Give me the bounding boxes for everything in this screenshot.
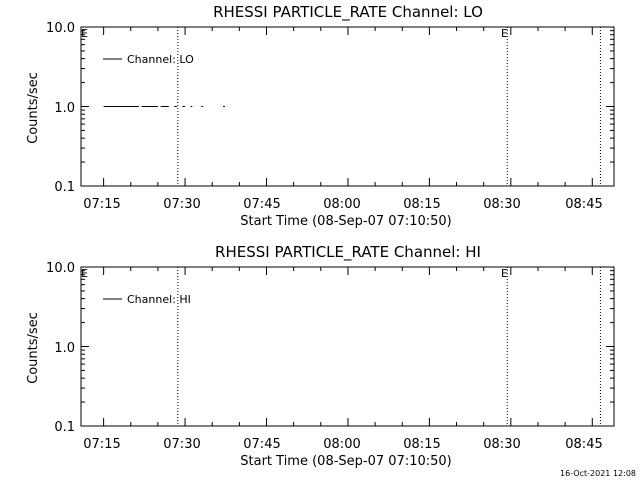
y-tick-label: 1.0 (54, 101, 75, 116)
legend-entry: Channel: LO (127, 53, 194, 66)
y-axis-label: Counts/sec (26, 72, 41, 144)
chart-title: RHESSI PARTICLE_RATE Channel: HI (215, 243, 481, 262)
x-tick-label: 07:30 (163, 197, 200, 212)
x-tick-label: 08:00 (323, 197, 360, 212)
x-axis-label: Start Time (08-Sep-07 07:10:50) (240, 454, 451, 469)
x-tick-label: 08:30 (483, 437, 520, 452)
marker-label: E (501, 267, 508, 280)
y-tick-label: 10.0 (46, 21, 75, 36)
x-tick-label: 08:15 (403, 197, 440, 212)
marker-label: E (501, 27, 508, 40)
x-tick-label: 07:15 (83, 197, 120, 212)
y-tick-label: 0.1 (54, 180, 75, 195)
corner-label: E (81, 27, 88, 40)
x-tick-label: 08:45 (565, 437, 602, 452)
y-axis-label: Counts/sec (26, 312, 41, 384)
y-tick-label: 0.1 (54, 420, 75, 435)
x-tick-label: 07:15 (83, 437, 120, 452)
plot-layer (80, 26, 615, 427)
x-tick-label: 08:15 (403, 437, 440, 452)
x-tick-label: 08:45 (565, 197, 602, 212)
chart-title: RHESSI PARTICLE_RATE Channel: LO (213, 3, 483, 22)
x-tick-label: 08:30 (483, 197, 520, 212)
footer-timestamp: 16-Oct-2021 12:08 (560, 469, 636, 478)
y-tick-label: 1.0 (54, 341, 75, 356)
corner-label: E (81, 267, 88, 280)
x-tick-label: 07:30 (163, 437, 200, 452)
x-tick-label: 07:45 (243, 437, 280, 452)
panel-hi: RHESSI PARTICLE_RATE Channel: HI Counts/… (26, 243, 603, 469)
y-tick-label: 10.0 (46, 261, 75, 276)
x-axis-label: Start Time (08-Sep-07 07:10:50) (240, 214, 451, 229)
panel-lo: RHESSI PARTICLE_RATE Channel: LO Counts/… (26, 3, 603, 229)
legend-entry: Channel: HI (127, 293, 191, 306)
x-tick-label: 08:00 (323, 437, 360, 452)
x-tick-label: 07:45 (243, 197, 280, 212)
